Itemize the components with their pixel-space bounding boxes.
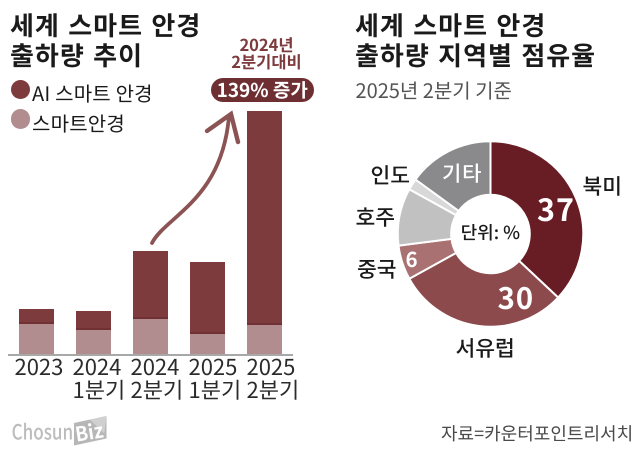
svg-text:Biz: Biz [73, 415, 105, 448]
svg-text:Chosun: Chosun [12, 417, 74, 447]
